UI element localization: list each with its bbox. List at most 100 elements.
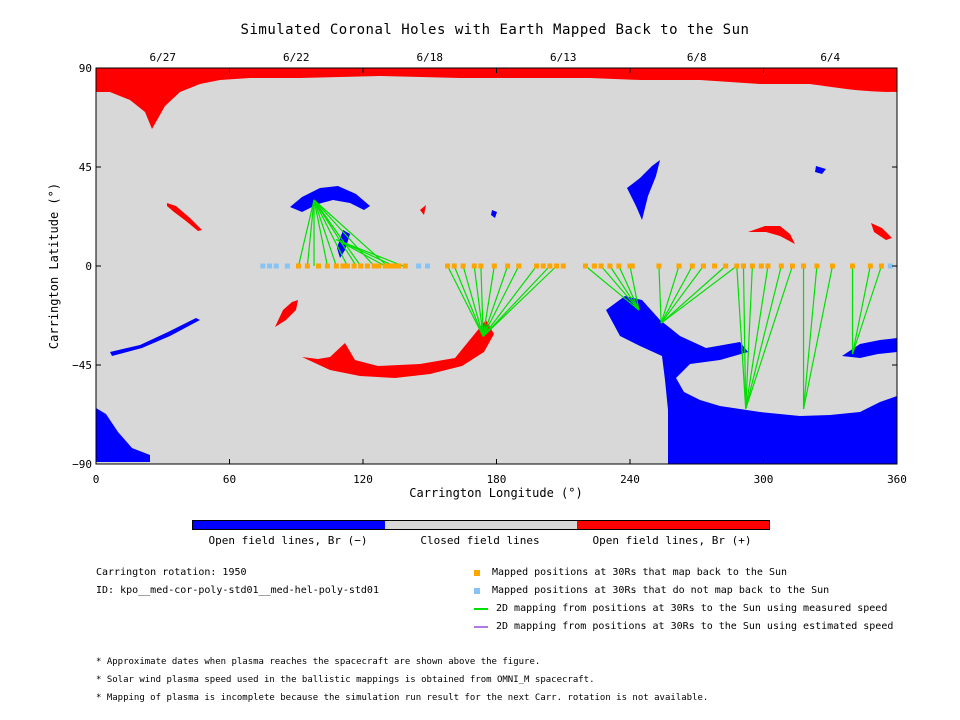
- mapped-point: [700, 263, 706, 269]
- mapping-line: [306, 199, 315, 267]
- footnote-speed: * Solar wind plasma speed used in the ba…: [96, 675, 595, 685]
- hole-pos-1: [167, 203, 202, 231]
- mapping-line: [482, 265, 520, 337]
- colorbar-negative: [193, 521, 385, 529]
- legend-label: 2D mapping from positions at 30Rs to the…: [496, 621, 894, 632]
- mapped-point: [471, 263, 477, 269]
- mapping-line: [313, 199, 348, 267]
- footnote-incomplete: * Mapping of plasma is incomplete becaus…: [96, 693, 709, 703]
- mapping-line: [629, 265, 640, 311]
- colorbar: [192, 520, 770, 530]
- date-tick-label: 6/27: [150, 51, 177, 64]
- hole-neg-1: [290, 186, 370, 212]
- x-tick-label: 360: [887, 473, 907, 486]
- colorbar-closed: [385, 521, 577, 529]
- top-date-ticks: 6/27 6/22 6/18 6/13 6/8 6/4: [150, 51, 841, 64]
- run-id: ID: kpo__med-cor-poly-std01__med-hel-pol…: [96, 585, 379, 596]
- mapping-line: [745, 265, 769, 410]
- x-tick-label: 120: [353, 473, 373, 486]
- mapping-line: [745, 265, 753, 410]
- mapping-line: [336, 239, 386, 267]
- hole-neg-8: [96, 408, 150, 462]
- southern-band-positive: [302, 320, 494, 378]
- mapping-line: [802, 265, 834, 410]
- legend-marker: [474, 625, 488, 628]
- mapped-point: [364, 263, 370, 269]
- mapped-point: [340, 263, 346, 269]
- legend-item-measured: 2D mapping from positions at 30Rs to the…: [474, 603, 887, 614]
- mapping-line: [313, 199, 357, 267]
- mapped-point: [382, 263, 388, 269]
- mapped-point: [789, 263, 795, 269]
- x-tick-label: 300: [754, 473, 774, 486]
- hole-pos-5: [871, 223, 892, 240]
- mapping-line: [462, 265, 484, 337]
- hole-neg-5: [627, 160, 660, 220]
- mapped-point: [402, 263, 408, 269]
- legend-item-mapped: Mapped positions at 30Rs that map back t…: [474, 567, 787, 578]
- unmapped-point: [416, 263, 422, 269]
- mapped-point: [516, 263, 522, 269]
- mapping-line: [313, 199, 337, 267]
- mapping-line: [609, 265, 640, 311]
- mapped-point: [801, 263, 807, 269]
- mapped-point: [591, 263, 597, 269]
- y-tick-label: 0: [85, 260, 92, 273]
- mapping-line: [660, 265, 680, 324]
- mapping-line: [851, 265, 871, 355]
- mapped-point: [689, 263, 695, 269]
- unmapped-point: [267, 263, 273, 269]
- mapped-point: [723, 263, 729, 269]
- north-polar-hole-positive: [96, 68, 897, 129]
- y-axis-title: Carrington Latitude (°): [47, 183, 61, 349]
- x-tick-label: 60: [223, 473, 236, 486]
- mapping-line: [660, 265, 693, 324]
- mapped-point: [505, 263, 511, 269]
- mapped-point: [540, 263, 546, 269]
- unmapped-point: [887, 263, 893, 269]
- mapped-points-layer: [260, 263, 893, 269]
- mapped-point: [396, 263, 402, 269]
- south-polar-hole-negative: [606, 296, 897, 464]
- mapping-line: [453, 265, 484, 337]
- colorbar-label-positive: Open field lines, Br (+): [592, 534, 752, 547]
- mapped-point: [451, 263, 457, 269]
- mapping-line: [313, 199, 328, 267]
- unmapped-point: [260, 263, 266, 269]
- mapped-point: [304, 263, 310, 269]
- mapping-line: [313, 199, 362, 267]
- legend-marker: [474, 569, 480, 576]
- legend-item-estimated: 2D mapping from positions at 30Rs to the…: [474, 621, 893, 632]
- hole-pos-2: [275, 300, 298, 327]
- mapped-point: [478, 263, 484, 269]
- mapped-point: [656, 263, 662, 269]
- colorbar-label-closed: Closed field lines: [420, 534, 540, 547]
- mapping-line: [447, 265, 484, 337]
- mapping-lines-layer: [297, 199, 882, 410]
- mapped-point: [607, 263, 613, 269]
- x-tick-label: 180: [487, 473, 507, 486]
- x-tick-label: 240: [620, 473, 640, 486]
- mapped-point: [758, 263, 764, 269]
- mapping-line: [482, 265, 551, 337]
- mapped-point: [371, 263, 377, 269]
- hole-neg-7: [842, 338, 897, 358]
- y-tick-label: −45: [72, 359, 92, 372]
- x-tick-label: 0: [93, 473, 100, 486]
- mapping-line: [297, 199, 315, 267]
- mapping-line: [585, 265, 640, 311]
- date-tick-label: 6/22: [283, 51, 310, 64]
- mapped-point: [445, 263, 451, 269]
- chart-title: Simulated Coronal Holes with Earth Mappe…: [240, 22, 750, 38]
- mapped-point: [324, 263, 330, 269]
- legend-marker: [474, 607, 488, 610]
- mapped-point: [712, 263, 718, 269]
- mapping-line: [482, 265, 557, 337]
- mapped-point: [376, 263, 382, 269]
- footnote-dates: * Approximate dates when plasma reaches …: [96, 657, 541, 667]
- mapping-line: [482, 265, 509, 337]
- date-tick-label: 6/4: [820, 51, 840, 64]
- mapping-line: [482, 265, 495, 337]
- mapping-line: [851, 265, 882, 355]
